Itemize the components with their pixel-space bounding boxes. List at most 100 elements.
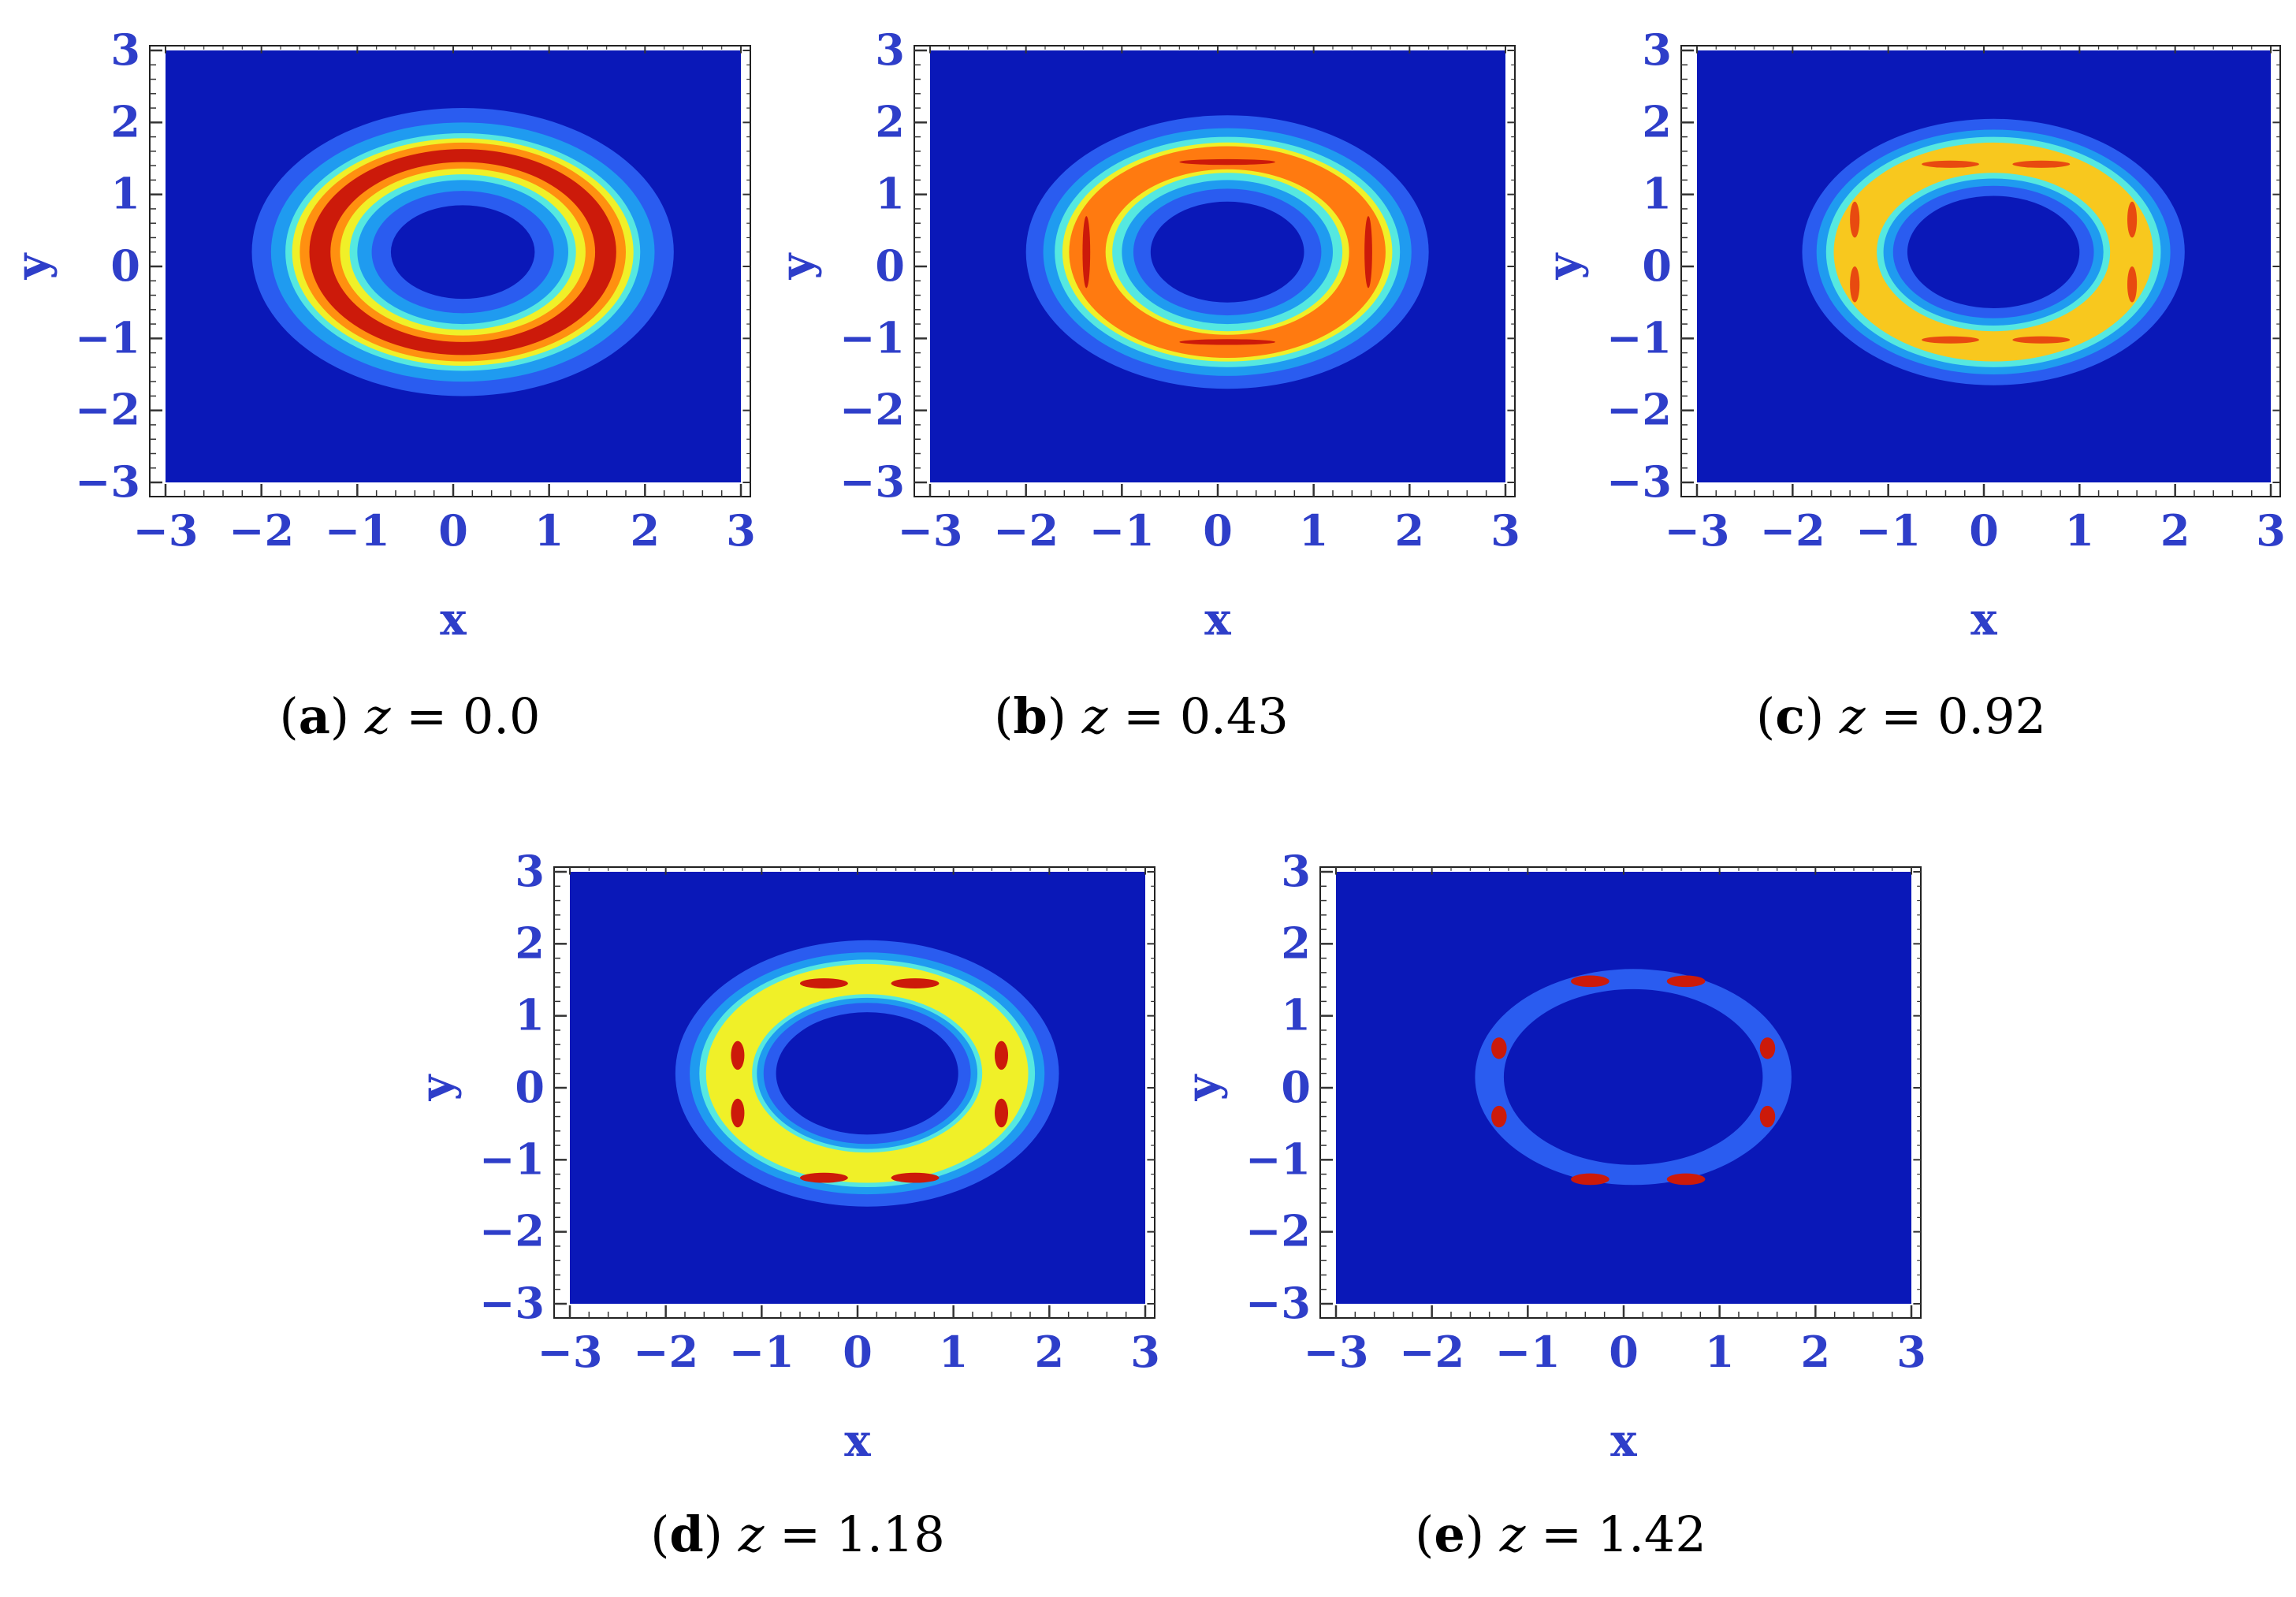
y-tick-label: 2 — [515, 918, 545, 968]
y-tick-label: −2 — [839, 385, 905, 435]
y-tick-label: 0 — [1642, 240, 1672, 291]
hotspot-4 — [1491, 1037, 1507, 1059]
y-tick-label: 3 — [1642, 24, 1672, 75]
caption-letter: b — [1013, 687, 1047, 745]
x-tick-label: 3 — [1130, 1327, 1160, 1377]
hotspot-7 — [994, 1098, 1009, 1128]
x-tick-label: 2 — [1801, 1327, 1831, 1377]
hotspot-1 — [2012, 160, 2071, 168]
x-tick-label: 1 — [2065, 505, 2095, 556]
y-tick-label: 1 — [110, 169, 140, 219]
hotspot-0 — [799, 978, 848, 988]
hotspot-7 — [1759, 1105, 1776, 1128]
y-tick-label: −3 — [75, 456, 140, 507]
caption-value: 1.18 — [836, 1506, 945, 1563]
hotspot-0 — [1922, 160, 1979, 168]
x-tick-label: −3 — [1665, 505, 1730, 556]
panel-caption: (d) z = 1.18 — [650, 1506, 945, 1563]
caption-letter: d — [669, 1506, 703, 1563]
y-tick-label: −3 — [479, 1278, 545, 1328]
panel-caption: (a) z = 0.0 — [280, 687, 541, 745]
x-axis-label: x — [1970, 594, 1997, 646]
panel-b: −3 −2 −1 0 1 2 3 3 2 1 0 −1 −2 −3 x y (b) z = 0.43 — [771, 24, 1520, 745]
hotspot-2 — [799, 1172, 848, 1183]
hotspot-5 — [731, 1098, 745, 1128]
y-tick-label: −1 — [1245, 1134, 1311, 1184]
hotspot-3 — [1364, 216, 1372, 289]
caption-variable: z — [364, 687, 391, 745]
y-tick-label: 0 — [110, 240, 140, 291]
y-tick-label: −2 — [479, 1206, 545, 1256]
y-tick-label: 3 — [110, 24, 140, 75]
caption-variable: z — [1081, 687, 1108, 745]
y-tick-label: 0 — [875, 240, 905, 291]
x-tick-label: −2 — [1399, 1327, 1464, 1377]
x-tick-label: −2 — [993, 505, 1059, 556]
x-tick-label: 1 — [1299, 505, 1329, 556]
hotspot-1 — [891, 978, 940, 988]
hotspot-6 — [1759, 1037, 1776, 1059]
y-axis-label: y — [1538, 252, 1590, 280]
caption-letter: c — [1775, 687, 1805, 745]
x-tick-label: 2 — [1035, 1327, 1065, 1377]
y-tick-label: 1 — [875, 169, 905, 219]
x-tick-label: 0 — [1203, 505, 1233, 556]
plot-background — [570, 872, 1145, 1304]
x-tick-label: −1 — [729, 1327, 794, 1377]
plot-frame — [553, 866, 1155, 1319]
hotspot-1 — [1179, 339, 1275, 345]
panel-caption: (c) z = 0.92 — [1756, 687, 2046, 745]
panel-a: −3 −2 −1 0 1 2 3 3 2 1 0 −1 −2 −3 x y (a) z = 0.0 — [6, 24, 756, 745]
x-tick-label: 3 — [1490, 505, 1520, 556]
x-tick-label: −2 — [1760, 505, 1825, 556]
x-tick-label: 0 — [1609, 1327, 1639, 1377]
y-axis-label: y — [411, 1074, 463, 1101]
plot-background — [1697, 50, 2271, 482]
hotspot-6 — [994, 1040, 1009, 1070]
hotspot-3 — [1666, 1173, 1706, 1186]
y-tick-label: 1 — [1281, 990, 1311, 1040]
caption-variable: z — [1499, 1506, 1526, 1563]
x-tick-label: −1 — [1089, 505, 1155, 556]
y-tick-label: 2 — [110, 96, 140, 147]
plot-frame — [914, 45, 1516, 497]
x-axis-label: x — [1610, 1415, 1637, 1467]
y-axis-label: y — [771, 252, 823, 280]
hotspot-5 — [1491, 1105, 1507, 1128]
y-tick-label: −3 — [1245, 1278, 1311, 1328]
panel-c: −3 −2 −1 0 1 2 3 3 2 1 0 −1 −2 −3 x y (c) z = 0.92 — [1538, 24, 2286, 745]
x-tick-label: −1 — [1495, 1327, 1561, 1377]
x-tick-label: 3 — [2256, 505, 2286, 556]
hotspot-5 — [1850, 266, 1860, 303]
panel-e: −3 −2 −1 0 1 2 3 3 2 1 0 −1 −2 −3 x y (e) z = 1.42 — [1177, 846, 1926, 1563]
y-tick-label: 1 — [515, 990, 545, 1040]
x-tick-label: 0 — [438, 505, 468, 556]
hotspot-6 — [2127, 201, 2138, 238]
x-tick-label: −2 — [229, 505, 294, 556]
y-tick-label: 3 — [515, 846, 545, 896]
y-tick-label: −3 — [839, 456, 905, 507]
caption-value: 0.92 — [1937, 687, 2046, 745]
x-tick-label: 0 — [1969, 505, 1999, 556]
hotspot-3 — [891, 1172, 940, 1183]
plot-background — [1336, 872, 1911, 1304]
y-tick-label: 3 — [1281, 846, 1311, 896]
panel-d: −3 −2 −1 0 1 2 3 3 2 1 0 −1 −2 −3 x y (d) z = 1.18 — [411, 846, 1160, 1563]
y-tick-label: −1 — [1606, 312, 1672, 363]
y-tick-label: 0 — [1281, 1062, 1311, 1112]
y-tick-label: 2 — [1281, 918, 1311, 968]
x-tick-label: 2 — [631, 505, 661, 556]
plot-frame — [149, 45, 751, 497]
x-tick-label: −3 — [133, 505, 199, 556]
hotspot-7 — [2127, 266, 2138, 303]
x-tick-label: −1 — [325, 505, 390, 556]
panel-caption: (b) z = 0.43 — [994, 687, 1289, 745]
y-tick-label: −2 — [1245, 1206, 1311, 1256]
x-axis-label: x — [1204, 594, 1231, 646]
x-tick-label: 1 — [1705, 1327, 1735, 1377]
hotspot-2 — [1571, 1173, 1609, 1186]
caption-value: 0.43 — [1180, 687, 1289, 745]
y-tick-label: 1 — [1642, 169, 1672, 219]
hotspot-1 — [1666, 975, 1706, 988]
